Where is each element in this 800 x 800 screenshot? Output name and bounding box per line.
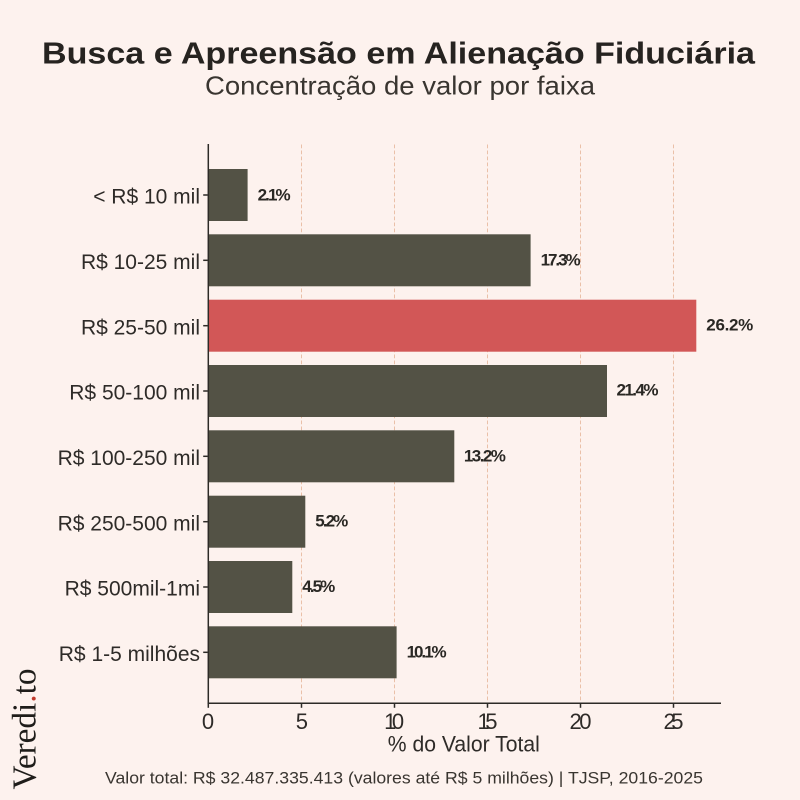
svg-text:Concentração de valor por faix: Concentração de valor por faixa bbox=[205, 71, 596, 101]
svg-text:25: 25 bbox=[664, 709, 684, 734]
svg-text:Veredi.to: Veredi.to bbox=[7, 669, 44, 790]
svg-text:R$ 500mil-1mi: R$ 500mil-1mi bbox=[65, 578, 200, 601]
svg-text:17.3%: 17.3% bbox=[541, 251, 581, 270]
svg-text:5.2%: 5.2% bbox=[315, 512, 348, 531]
svg-text:13.2%: 13.2% bbox=[464, 446, 506, 465]
svg-text:2.1%: 2.1% bbox=[258, 185, 291, 204]
svg-text:< R$ 10 mil: < R$ 10 mil bbox=[93, 186, 200, 209]
svg-text:R$ 250-500 mil: R$ 250-500 mil bbox=[58, 512, 200, 535]
svg-text:R$ 50-100 mil: R$ 50-100 mil bbox=[69, 382, 200, 405]
svg-text:R$ 100-250 mil: R$ 100-250 mil bbox=[58, 447, 200, 470]
svg-text:5: 5 bbox=[296, 709, 308, 734]
svg-text:R$ 25-50 mil: R$ 25-50 mil bbox=[81, 316, 200, 339]
svg-text:Busca e Apreensão em Alienação: Busca e Apreensão em Alienação Fiduciári… bbox=[42, 36, 756, 71]
svg-text:R$ 1-5 milhões: R$ 1-5 milhões bbox=[59, 643, 200, 666]
svg-text:% do Valor Total: % do Valor Total bbox=[388, 731, 540, 756]
svg-text:21.4%: 21.4% bbox=[617, 381, 659, 400]
svg-text:26.2%: 26.2% bbox=[706, 316, 753, 335]
svg-text:10.1%: 10.1% bbox=[407, 642, 447, 661]
svg-text:Valor total: R$ 32.487.335.413: Valor total: R$ 32.487.335.413 (valores … bbox=[105, 769, 703, 788]
svg-text:4.5%: 4.5% bbox=[302, 577, 335, 596]
svg-text:10: 10 bbox=[384, 709, 404, 734]
svg-text:15: 15 bbox=[478, 709, 498, 734]
svg-text:0: 0 bbox=[202, 709, 214, 734]
svg-text:R$ 10-25 mil: R$ 10-25 mil bbox=[81, 251, 200, 274]
svg-text:20: 20 bbox=[570, 709, 592, 734]
